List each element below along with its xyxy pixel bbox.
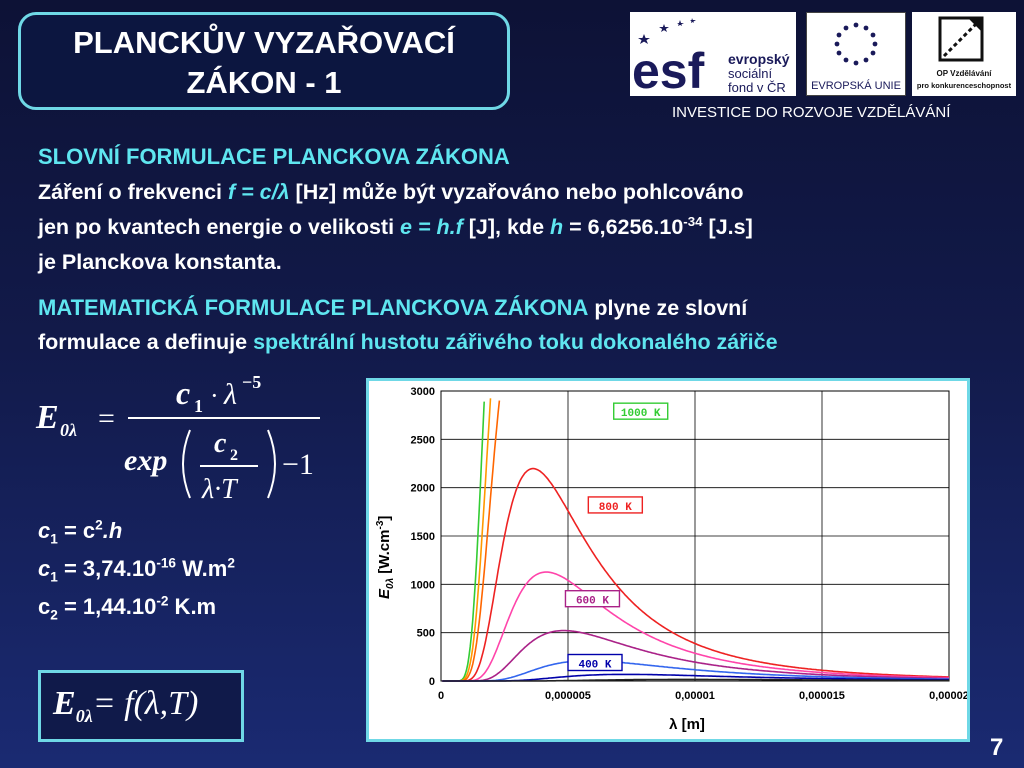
series-label: 400 K	[578, 660, 611, 672]
planck-formula: E 0λ = c 1 · λ −5 exp c 2 λ·T −1	[30, 370, 350, 510]
section2-line-2: formulace a definuje spektrální hustotu …	[38, 326, 778, 358]
s2-l2-a: formulace a definuje	[38, 330, 254, 354]
box-lhs: E	[53, 685, 76, 722]
const-c1-def: c1 = c2.h	[38, 517, 123, 547]
formula-num-exp: −5	[242, 372, 261, 392]
formula-lhs: E	[35, 399, 59, 436]
formula-eq: =	[98, 402, 115, 435]
box-rhs: = f(λ,T)	[92, 685, 199, 722]
section1-line-3: je Planckova konstanta.	[38, 250, 282, 274]
s1-l2-exp: -34	[683, 213, 703, 229]
chart-x-ticks: 0 0,000005 0,00001 0,000015 0,00002	[438, 690, 969, 702]
esf-sub-1: evropský	[728, 51, 790, 67]
series-label-box	[587, 496, 644, 514]
chart-series-labels: 1000 K 800 K 600 K 400 K	[564, 402, 669, 672]
series-line	[442, 629, 950, 682]
const-c2-value: c2 = 1,44.10-2 K.m	[38, 593, 217, 623]
const-c1-value: c1 = 3,74.10-16 W.m2	[38, 555, 235, 585]
s1-l1-b: [Hz] může být vyzařováno nebo pohlcováno	[289, 180, 744, 204]
chart-curves	[442, 398, 950, 682]
esf-sub-3: fond v ČR	[728, 80, 786, 95]
planck-chart: 0 500 1000 1500 2000 2500 3000 0 0,000005 0,0000…	[366, 378, 970, 742]
series-line	[442, 659, 950, 682]
esf-sub-2: sociální	[728, 66, 772, 81]
series-label: 600 K	[576, 596, 609, 608]
s1-l2-d: [J.s]	[702, 215, 753, 239]
formula-num-c: c	[176, 375, 190, 411]
y-tick-label: 1500	[411, 531, 435, 543]
series-line	[442, 571, 949, 682]
eu-logo: EVROPSKÁ UNIE	[806, 12, 906, 96]
series-label: 800 K	[599, 502, 632, 514]
section1-line-1: Záření o frekvenci f = c/λ [Hz] může být…	[38, 176, 744, 208]
y-tick-label: 3000	[411, 386, 435, 398]
series-line	[442, 467, 949, 682]
x-tick-label: 0,000015	[799, 690, 845, 702]
chart-y-label: E0λ [W.cm-3]	[375, 516, 396, 599]
s1-l2-b: [J], kde	[462, 215, 550, 239]
box-lhs-sub: 0λ	[75, 705, 93, 726]
s1-l1-a: Záření o frekvenci	[38, 180, 228, 204]
page-number: 7	[990, 734, 1004, 761]
formula-num-dot: ·	[210, 381, 219, 410]
section2-line-1: MATEMATICKÁ FORMULACE PLANCKOVA ZÁKONA p…	[38, 292, 747, 324]
series-label-box	[567, 653, 623, 672]
s1-l2-h: h	[550, 215, 564, 239]
left-paren	[182, 429, 191, 499]
constants-block: c1 = c2.h c1 = 3,74.10-16 W.m2 c2 = 1,44…	[38, 512, 235, 626]
right-paren	[267, 429, 276, 499]
formula-num-lambda: λ	[223, 378, 237, 411]
boxed-formula: E0λ= f(λ,T)	[38, 670, 244, 742]
series-label-box	[613, 402, 669, 420]
y-tick-label: 500	[417, 628, 435, 640]
invest-slogan: INVESTICE DO ROZVOJE VZDĚLÁVÁNÍ	[672, 104, 951, 121]
esf-logo: esf evropský sociální fond v ČR	[630, 12, 796, 99]
op-logo: OP Vzdělávání pro konkurenceschopnost	[912, 12, 1016, 96]
formula-den-exp: exp	[124, 444, 167, 477]
op-label-2: pro konkurenceschopnost	[917, 81, 1012, 90]
s1-l2-a: jen po kvantech energie o velikosti	[38, 215, 401, 239]
s1-l2-c: = 6,6256.10	[563, 215, 684, 239]
x-tick-label: 0,00001	[675, 690, 715, 702]
title-line-1: PLANCKŮV VYZAŘOVACÍ	[73, 25, 455, 60]
formula-den-c: c	[214, 428, 227, 459]
series-line	[442, 678, 949, 682]
s1-l2-e: e = h.f	[400, 215, 463, 239]
x-tick-label: 0	[438, 690, 444, 702]
chart-y-ticks: 0 500 1000 1500 2000 2500 3000	[411, 386, 435, 688]
formula-den-lt: λ·T	[201, 474, 239, 505]
formula-den-c-sub: 2	[230, 447, 238, 464]
title-line-2: ZÁKON - 1	[186, 65, 342, 100]
x-tick-label: 0,00002	[929, 690, 967, 702]
formula-num-sub: 1	[194, 396, 203, 416]
s1-l1-f: f = c/λ	[228, 180, 290, 204]
y-tick-label: 0	[429, 676, 435, 688]
chart-x-label: λ [m]	[669, 716, 705, 733]
s2-l1-b: plyne ze slovní	[588, 296, 748, 320]
eu-label: EVROPSKÁ UNIE	[811, 79, 901, 92]
series-line	[442, 673, 949, 682]
op-label-1: OP Vzdělávání	[937, 69, 993, 78]
formula-den-minus: −1	[282, 448, 314, 481]
formula-lhs-sub: 0λ	[60, 420, 77, 440]
y-tick-label: 2500	[411, 434, 435, 446]
section1-line-2: jen po kvantech energie o velikosti e = …	[38, 211, 753, 243]
chart-grid	[440, 390, 950, 682]
esf-text: esf	[632, 43, 705, 96]
series-label: 1000 K	[621, 408, 661, 420]
s2-l2-b: spektrální hustotu zářivého toku dokonal…	[253, 330, 778, 354]
section1-heading: SLOVNÍ FORMULACE PLANCKOVA ZÁKONA	[38, 144, 510, 169]
x-tick-label: 0,000005	[545, 690, 591, 702]
section2-heading: MATEMATICKÁ FORMULACE PLANCKOVA ZÁKONA	[38, 295, 589, 320]
eu-stars-icon	[834, 22, 878, 66]
title-box: PLANCKŮV VYZAŘOVACÍ ZÁKON - 1	[18, 12, 510, 110]
series-label-box	[564, 589, 621, 608]
y-tick-label: 1000	[411, 579, 435, 591]
y-tick-label: 2000	[411, 483, 435, 495]
